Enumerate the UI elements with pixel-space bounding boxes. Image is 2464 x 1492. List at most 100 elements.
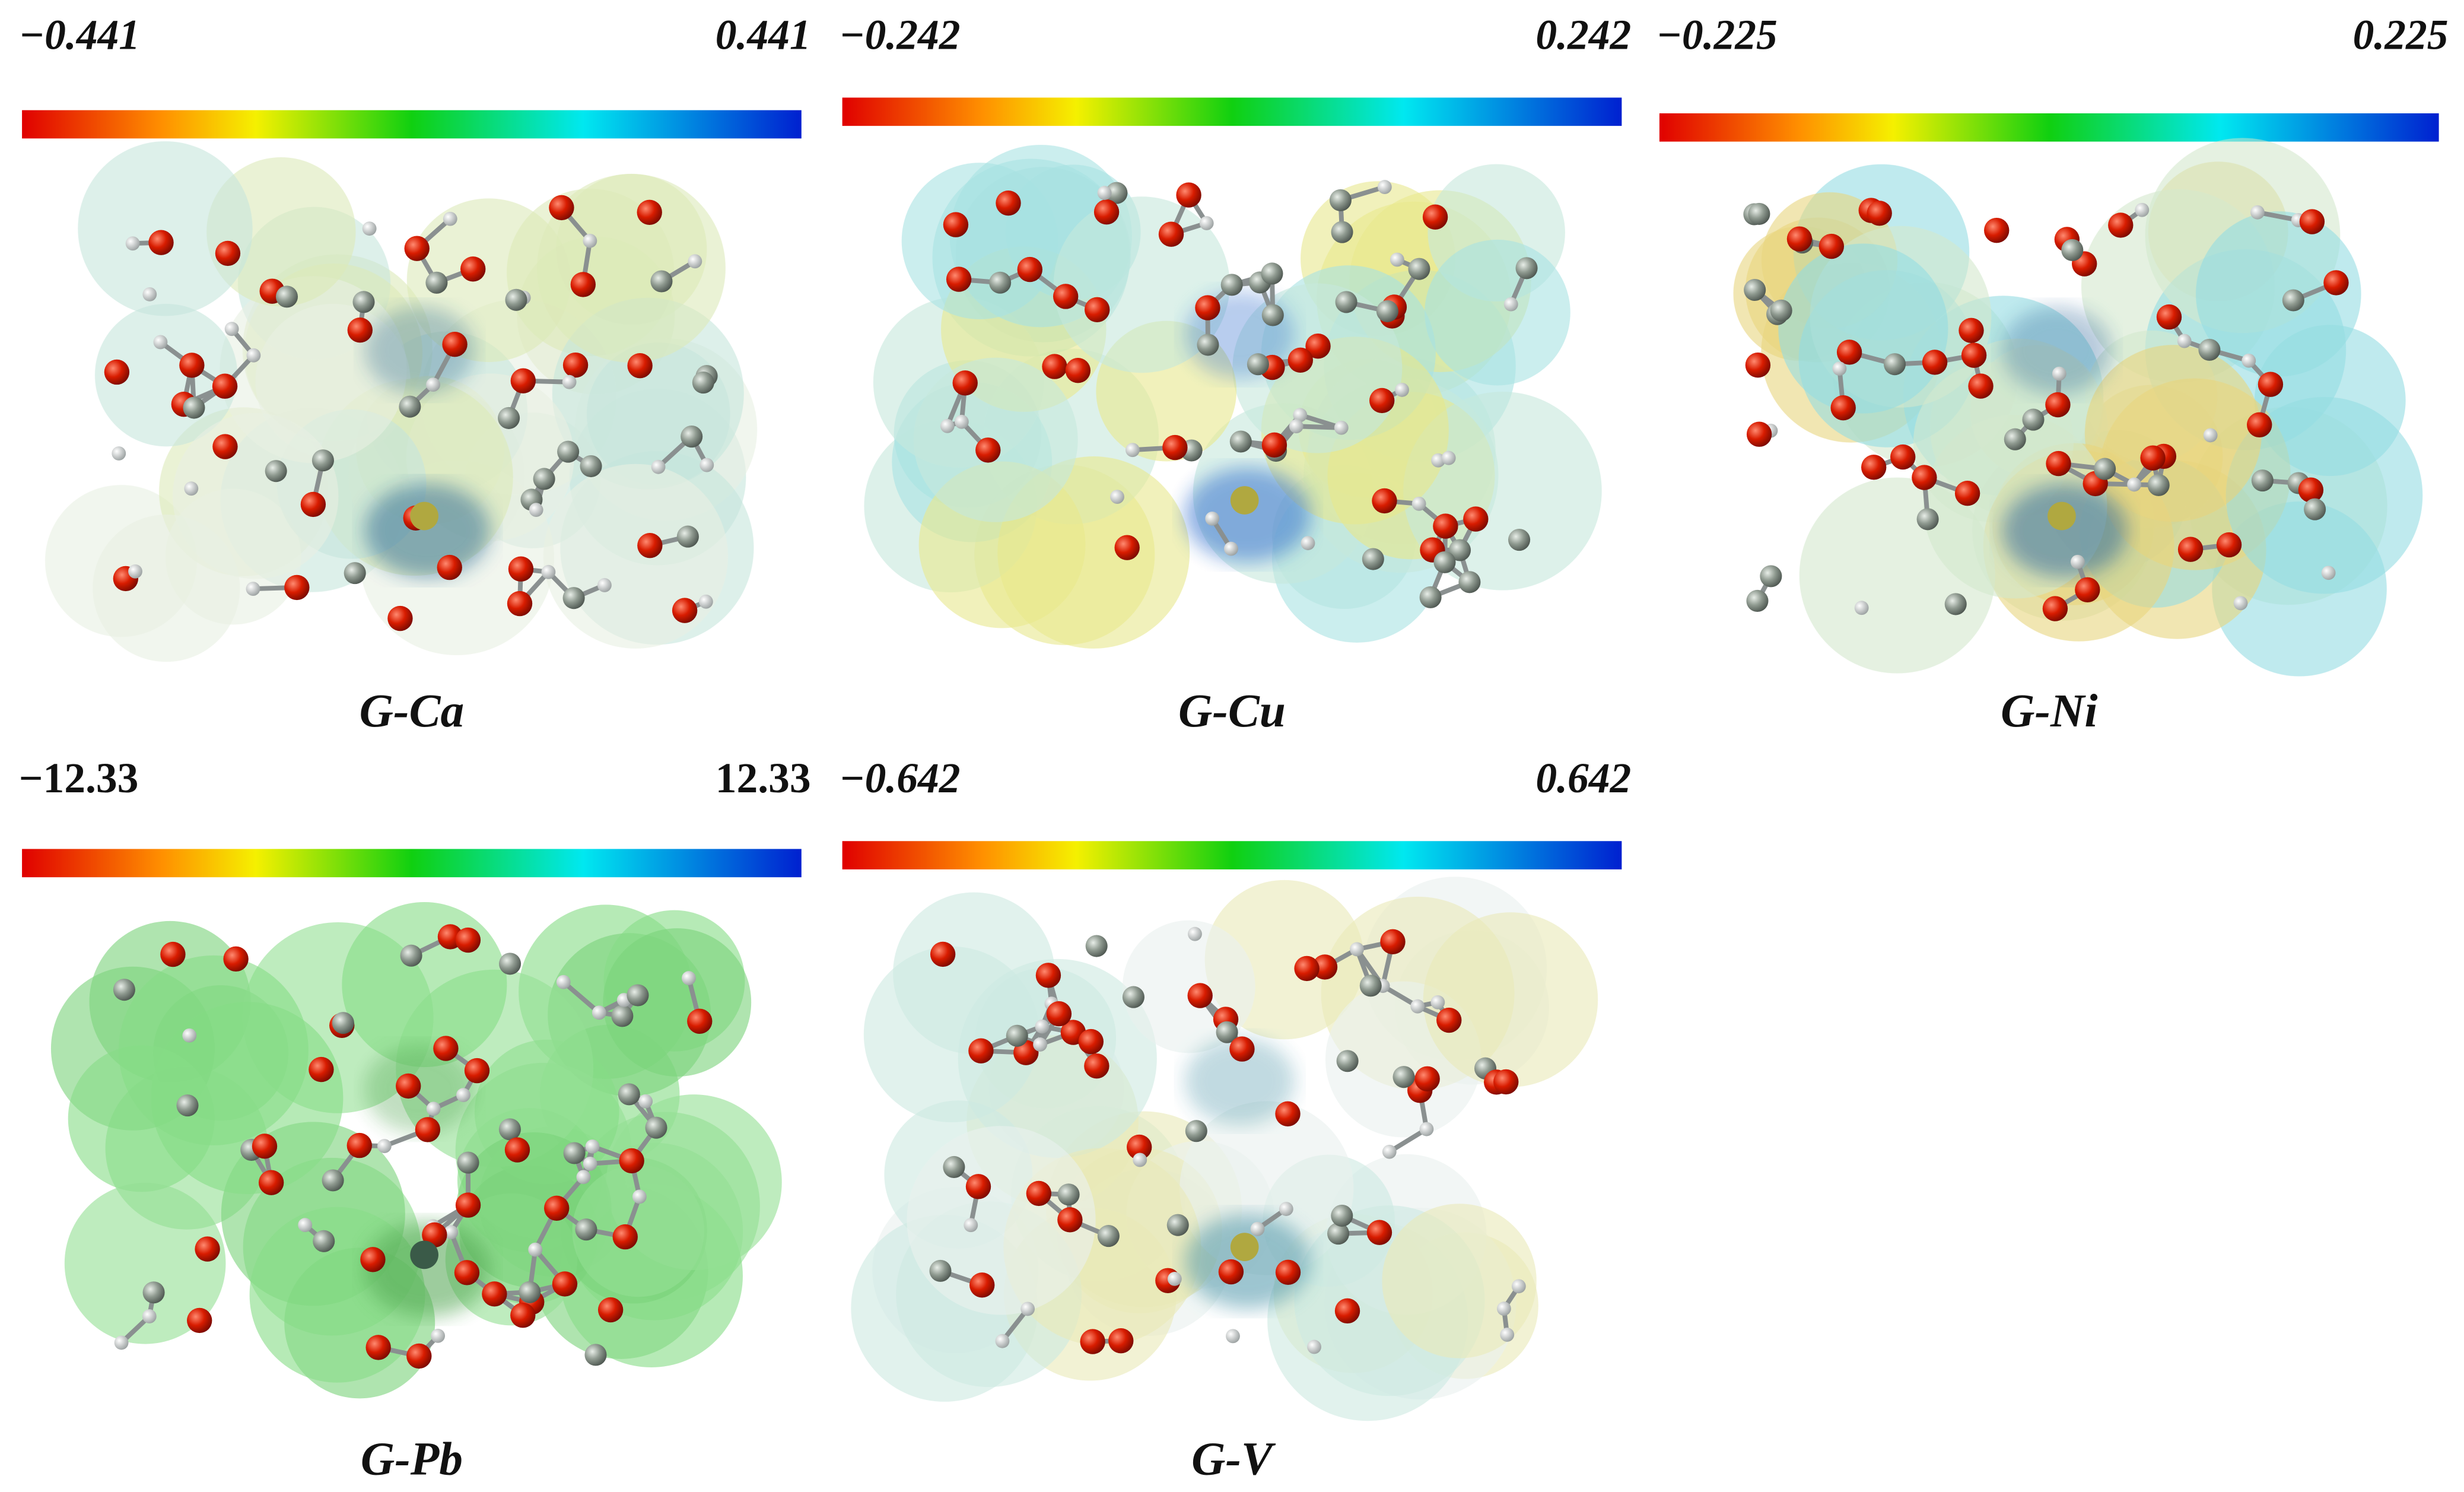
oxygen-atom bbox=[284, 574, 310, 601]
hydrogen-atom bbox=[1205, 511, 1220, 526]
oxygen-atom bbox=[627, 353, 653, 379]
oxygen-atom bbox=[965, 1174, 991, 1199]
oxygen-atom bbox=[387, 605, 413, 631]
hydrogen-atom bbox=[698, 594, 713, 609]
carbon-atom bbox=[1085, 935, 1108, 957]
hydrogen-atom bbox=[597, 578, 612, 592]
oxygen-atom bbox=[508, 556, 534, 582]
carbon-atom bbox=[275, 285, 298, 308]
oxygen-atom bbox=[1436, 1007, 1462, 1033]
oxygen-atom bbox=[507, 591, 533, 617]
carbon-atom bbox=[1746, 589, 1769, 612]
hydrogen-atom bbox=[529, 503, 543, 518]
panel-label: G-Ca bbox=[360, 685, 465, 737]
carbon-atom bbox=[142, 1281, 165, 1304]
surface-lobe bbox=[1778, 243, 1948, 414]
color-scale-bar bbox=[1659, 113, 2439, 142]
hydrogen-atom bbox=[576, 1170, 591, 1185]
carbon-atom bbox=[2022, 408, 2045, 431]
carbon-atom bbox=[505, 288, 527, 311]
hydrogen-atom bbox=[1097, 186, 1112, 200]
hydrogen-atom bbox=[1503, 297, 1518, 312]
surface-lobe bbox=[572, 1164, 704, 1297]
surface-lobe bbox=[172, 413, 339, 579]
carbon-atom bbox=[533, 468, 555, 490]
surface-lobe bbox=[901, 163, 1058, 319]
carbon-atom bbox=[265, 460, 287, 482]
oxygen-atom bbox=[1312, 954, 1338, 980]
hydrogen-atom bbox=[700, 458, 714, 472]
carbon-atom bbox=[1006, 1024, 1028, 1047]
carbon-atom bbox=[1359, 974, 1382, 997]
oxygen-atom bbox=[2156, 304, 2182, 330]
oxygen-atom bbox=[1380, 929, 1406, 955]
oxygen-atom bbox=[1746, 421, 1772, 447]
oxygen-atom bbox=[1287, 347, 1314, 373]
surface-lobe bbox=[536, 173, 726, 363]
oxygen-atom bbox=[482, 1281, 507, 1307]
oxygen-atom bbox=[454, 1260, 480, 1285]
molecule bbox=[929, 926, 1526, 1354]
metal-atom bbox=[410, 501, 438, 531]
oxygen-atom bbox=[1229, 1036, 1255, 1062]
surface-lobe bbox=[913, 357, 1078, 522]
oxygen-atom bbox=[1959, 318, 1984, 343]
hydrogen-atom bbox=[1307, 1339, 1321, 1354]
carbon-atom bbox=[557, 440, 580, 463]
hydrogen-atom bbox=[443, 211, 457, 226]
carbon-atom bbox=[1327, 1223, 1350, 1245]
carbon-atom bbox=[498, 1118, 521, 1141]
oxygen-atom bbox=[442, 332, 468, 357]
surface-lobe bbox=[78, 141, 253, 316]
scale-min: −0.642 bbox=[839, 755, 960, 802]
hydrogen-atom bbox=[1035, 1019, 1050, 1034]
hydrogen-atom bbox=[940, 418, 955, 433]
surface-lobe bbox=[342, 901, 507, 1068]
carbon-atom bbox=[1448, 539, 1471, 561]
oxygen-atom bbox=[2216, 532, 2242, 558]
carbon-atom bbox=[1770, 299, 1792, 322]
carbon-atom bbox=[2282, 289, 2304, 312]
oxygen-atom bbox=[1195, 295, 1220, 320]
scale-min: −12.33 bbox=[19, 755, 139, 802]
panel: −0.642 0.642 G-V bbox=[839, 755, 1631, 1485]
carbon-atom bbox=[1331, 221, 1353, 243]
carbon-atom bbox=[1392, 1066, 1415, 1088]
oxygen-atom bbox=[309, 1056, 334, 1083]
hydrogen-atom bbox=[426, 377, 440, 392]
hydrogen-atom bbox=[1832, 361, 1847, 376]
oxygen-atom bbox=[1830, 395, 1856, 421]
surface-lobe bbox=[118, 955, 309, 1145]
scale-max: 0.225 bbox=[2353, 11, 2449, 58]
oxygen-atom bbox=[215, 240, 241, 266]
bond bbox=[1388, 1127, 1428, 1154]
oxygen-atom bbox=[1108, 1328, 1134, 1354]
carbon-atom bbox=[1944, 593, 1967, 615]
oxygen-atom bbox=[637, 532, 663, 558]
oxygen-atom bbox=[1745, 353, 1771, 378]
hydrogen-atom bbox=[2070, 554, 2085, 569]
oxygen-atom bbox=[1093, 199, 1120, 225]
surface-lobe bbox=[2196, 211, 2361, 377]
oxygen-atom bbox=[300, 491, 326, 518]
oxygen-atom bbox=[347, 317, 373, 343]
hydrogen-atom bbox=[682, 971, 696, 986]
oxygen-atom bbox=[968, 1038, 994, 1064]
hydrogen-atom bbox=[562, 374, 577, 389]
oxygen-atom bbox=[437, 554, 462, 580]
hydrogen-atom bbox=[1289, 419, 1303, 434]
oxygen-atom bbox=[1085, 297, 1110, 322]
oxygen-atom bbox=[504, 1137, 530, 1163]
carbon-atom bbox=[1261, 304, 1284, 326]
hydrogen-atom bbox=[1188, 926, 1202, 941]
carbon-atom bbox=[1336, 1050, 1359, 1072]
carbon-atom bbox=[563, 1142, 586, 1164]
carbon-atom bbox=[183, 396, 205, 419]
potential-surface bbox=[1733, 138, 2423, 677]
surface-lobe bbox=[1425, 239, 1570, 386]
oxygen-atom bbox=[1162, 434, 1188, 461]
potential-surface bbox=[864, 145, 1602, 649]
surface-lobe bbox=[64, 1182, 226, 1344]
oxygen-atom bbox=[195, 1236, 220, 1262]
carbon-atom bbox=[1220, 274, 1243, 296]
